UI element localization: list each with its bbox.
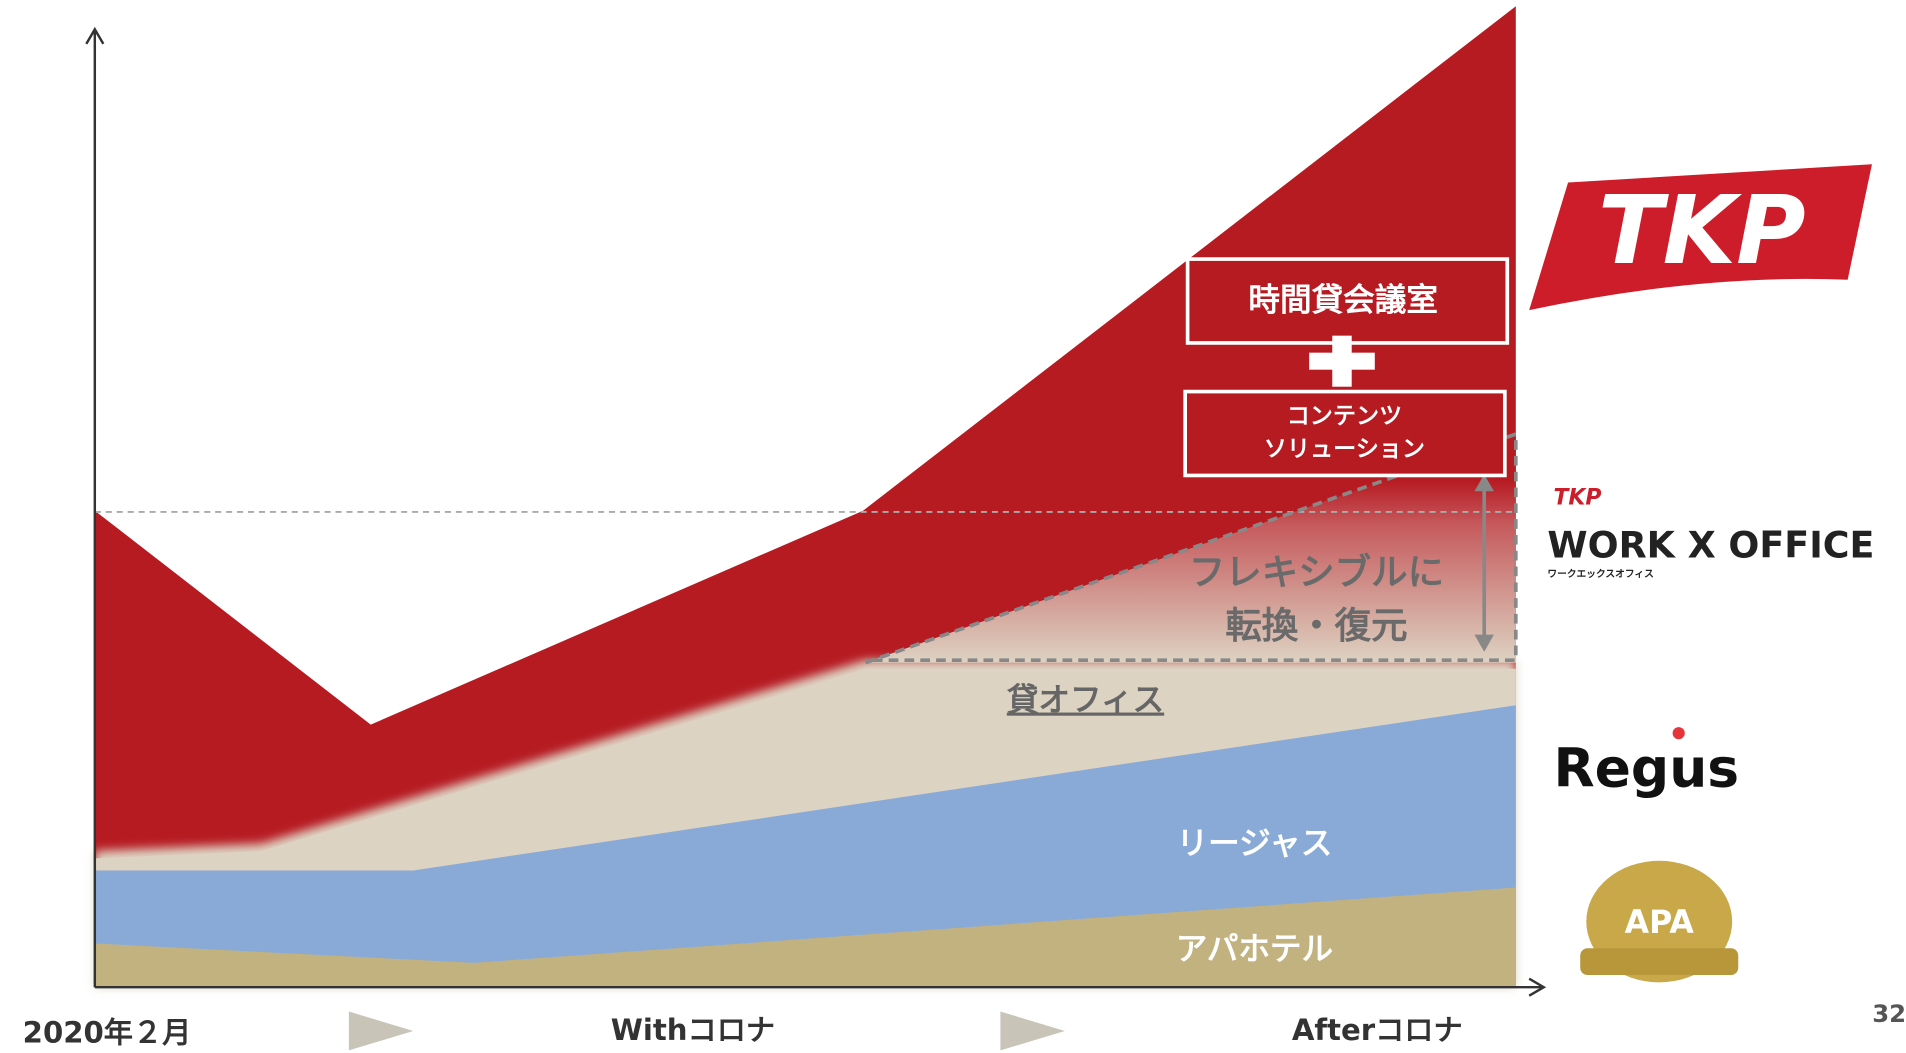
regus-dot	[1672, 727, 1685, 740]
tkp-logo: TKP	[1598, 176, 1806, 286]
time-arrow	[348, 1011, 414, 1051]
work-office-kana: ワークエックスオフィス	[1547, 568, 1653, 580]
tkp-small-logo: TKP	[1553, 486, 1601, 511]
contents-box	[1183, 389, 1507, 478]
office-label: 貸オフィス	[1007, 683, 1164, 719]
regus-label: リージャス	[1177, 826, 1333, 862]
apa-ribbon	[1580, 948, 1739, 976]
flex-label: フレキシブルに	[1189, 550, 1444, 593]
apa-logo: APA	[1625, 905, 1695, 941]
y-arrow	[85, 26, 105, 45]
x-arrow	[1528, 977, 1547, 997]
flex-label: 転換・復元	[1225, 604, 1407, 647]
contents-label: コンテンツ	[1287, 404, 1402, 430]
arrow-head	[1474, 474, 1494, 492]
time-arrow	[1000, 1011, 1065, 1051]
page-number: 32	[1872, 999, 1906, 1028]
apa-label: アパホテル	[1176, 932, 1333, 968]
gold-area	[94, 887, 1516, 988]
time-label: Withコロナ	[611, 1013, 775, 1047]
tkp-logo-bg	[1529, 164, 1872, 311]
time-label: 2020年２月	[23, 1016, 192, 1050]
flex-outline	[864, 431, 1518, 665]
meeting-box	[1185, 257, 1510, 345]
plus	[1332, 335, 1352, 387]
work-office-logo: WORK X OFFICE	[1547, 524, 1874, 567]
contents-label: ソリューション	[1264, 436, 1425, 462]
time-label: Afterコロナ	[1292, 1013, 1463, 1047]
regus-logo: Regus	[1553, 737, 1739, 800]
arrow-head	[1474, 634, 1494, 652]
meeting-label: 時間貸会議室	[1248, 282, 1438, 319]
flex-gradient	[865, 434, 1516, 663]
